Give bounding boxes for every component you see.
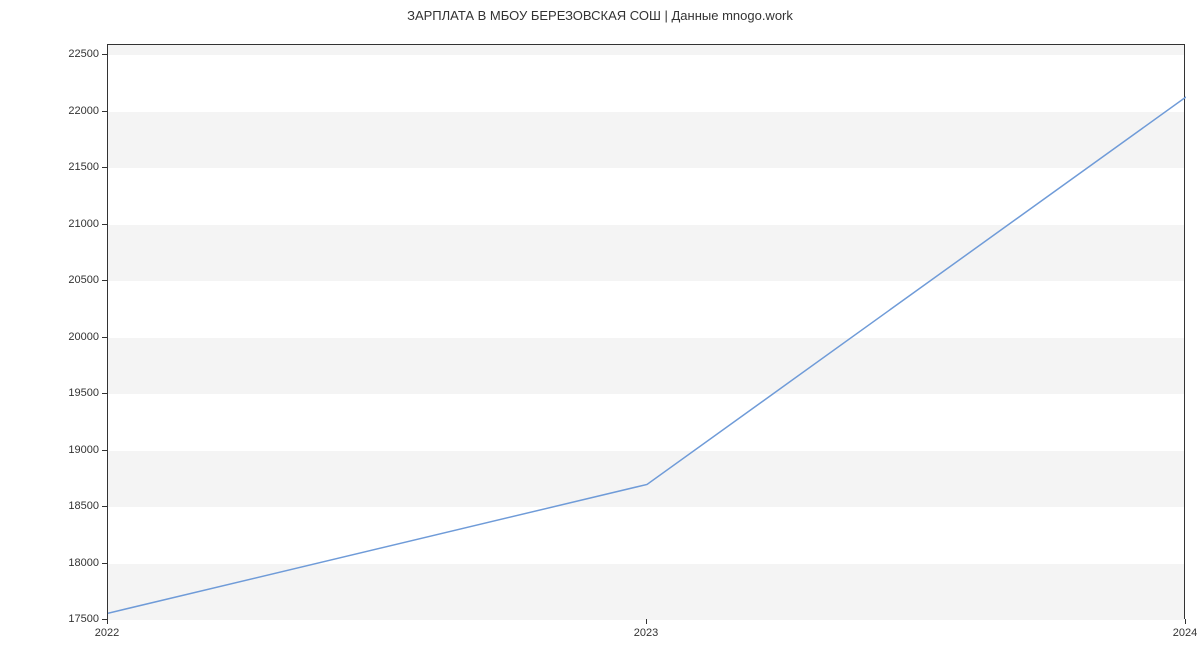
y-tick-mark [102,393,107,394]
x-tick-label: 2024 [1173,627,1197,639]
grid-band [108,338,1184,394]
y-tick-mark [102,111,107,112]
x-tick-mark [107,619,108,624]
grid-band [108,281,1184,337]
y-tick-label: 19500 [39,387,99,399]
y-tick-mark [102,280,107,281]
grid-band [108,507,1184,563]
y-tick-mark [102,506,107,507]
chart-title: ЗАРПЛАТА В МБОУ БЕРЕЗОВСКАЯ СОШ | Данные… [0,8,1200,23]
x-tick-label: 2023 [634,627,658,639]
grid-band [108,112,1184,168]
grid-band [108,168,1184,224]
grid-band [108,225,1184,281]
y-tick-label: 20500 [39,274,99,286]
y-tick-mark [102,224,107,225]
y-tick-mark [102,167,107,168]
grid-band [108,394,1184,450]
x-tick-mark [646,619,647,624]
grid-band [108,45,1184,55]
y-tick-label: 18500 [39,500,99,512]
y-tick-mark [102,54,107,55]
y-tick-label: 22000 [39,105,99,117]
y-tick-label: 22500 [39,48,99,60]
y-tick-label: 21000 [39,218,99,230]
y-tick-mark [102,563,107,564]
y-tick-label: 19000 [39,444,99,456]
y-tick-label: 18000 [39,557,99,569]
x-tick-mark [1185,619,1186,624]
y-tick-label: 21500 [39,161,99,173]
x-tick-label: 2022 [95,627,119,639]
y-tick-label: 20000 [39,331,99,343]
y-tick-label: 17500 [39,613,99,625]
y-tick-mark [102,337,107,338]
y-tick-mark [102,450,107,451]
grid-band [108,564,1184,620]
grid-band [108,451,1184,507]
grid-band [108,55,1184,111]
plot-area [107,44,1185,619]
